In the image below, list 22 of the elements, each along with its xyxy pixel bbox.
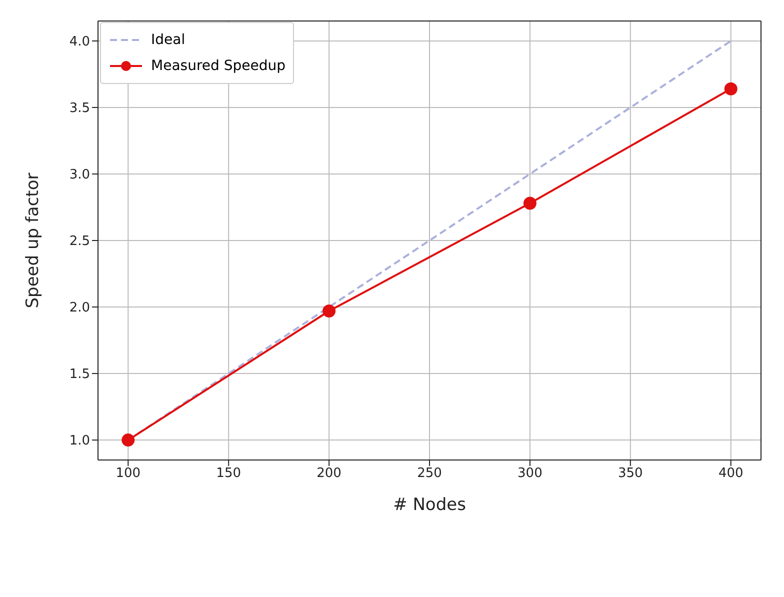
y-tick-label: 3.5 [69,101,90,116]
legend-label: Measured Speedup [151,58,286,74]
legend-label: Ideal [151,32,186,48]
x-axis-title: # Nodes [393,495,466,515]
y-tick-label: 2.0 [69,300,90,316]
y-tick-label: 1.0 [69,434,90,449]
point [523,196,536,210]
x-tick-label: 250 [417,466,442,482]
y-tick-label: 1.5 [69,367,90,382]
x-tick-label: 350 [618,466,643,482]
y-tick-label: 3.0 [69,168,90,183]
x-tick-label: 200 [316,466,342,482]
point [724,82,738,96]
x-tick-label: 400 [718,466,744,482]
point [322,304,336,318]
y-axis-title: Speed up factor [23,172,44,308]
x-tick-label: 300 [518,466,542,482]
y-tick-label: 2.5 [69,234,90,250]
point [122,434,135,447]
x-tick-label: 100 [116,466,141,482]
y-tick-label: 4.0 [69,34,90,50]
x-tick-label: 150 [216,466,242,482]
